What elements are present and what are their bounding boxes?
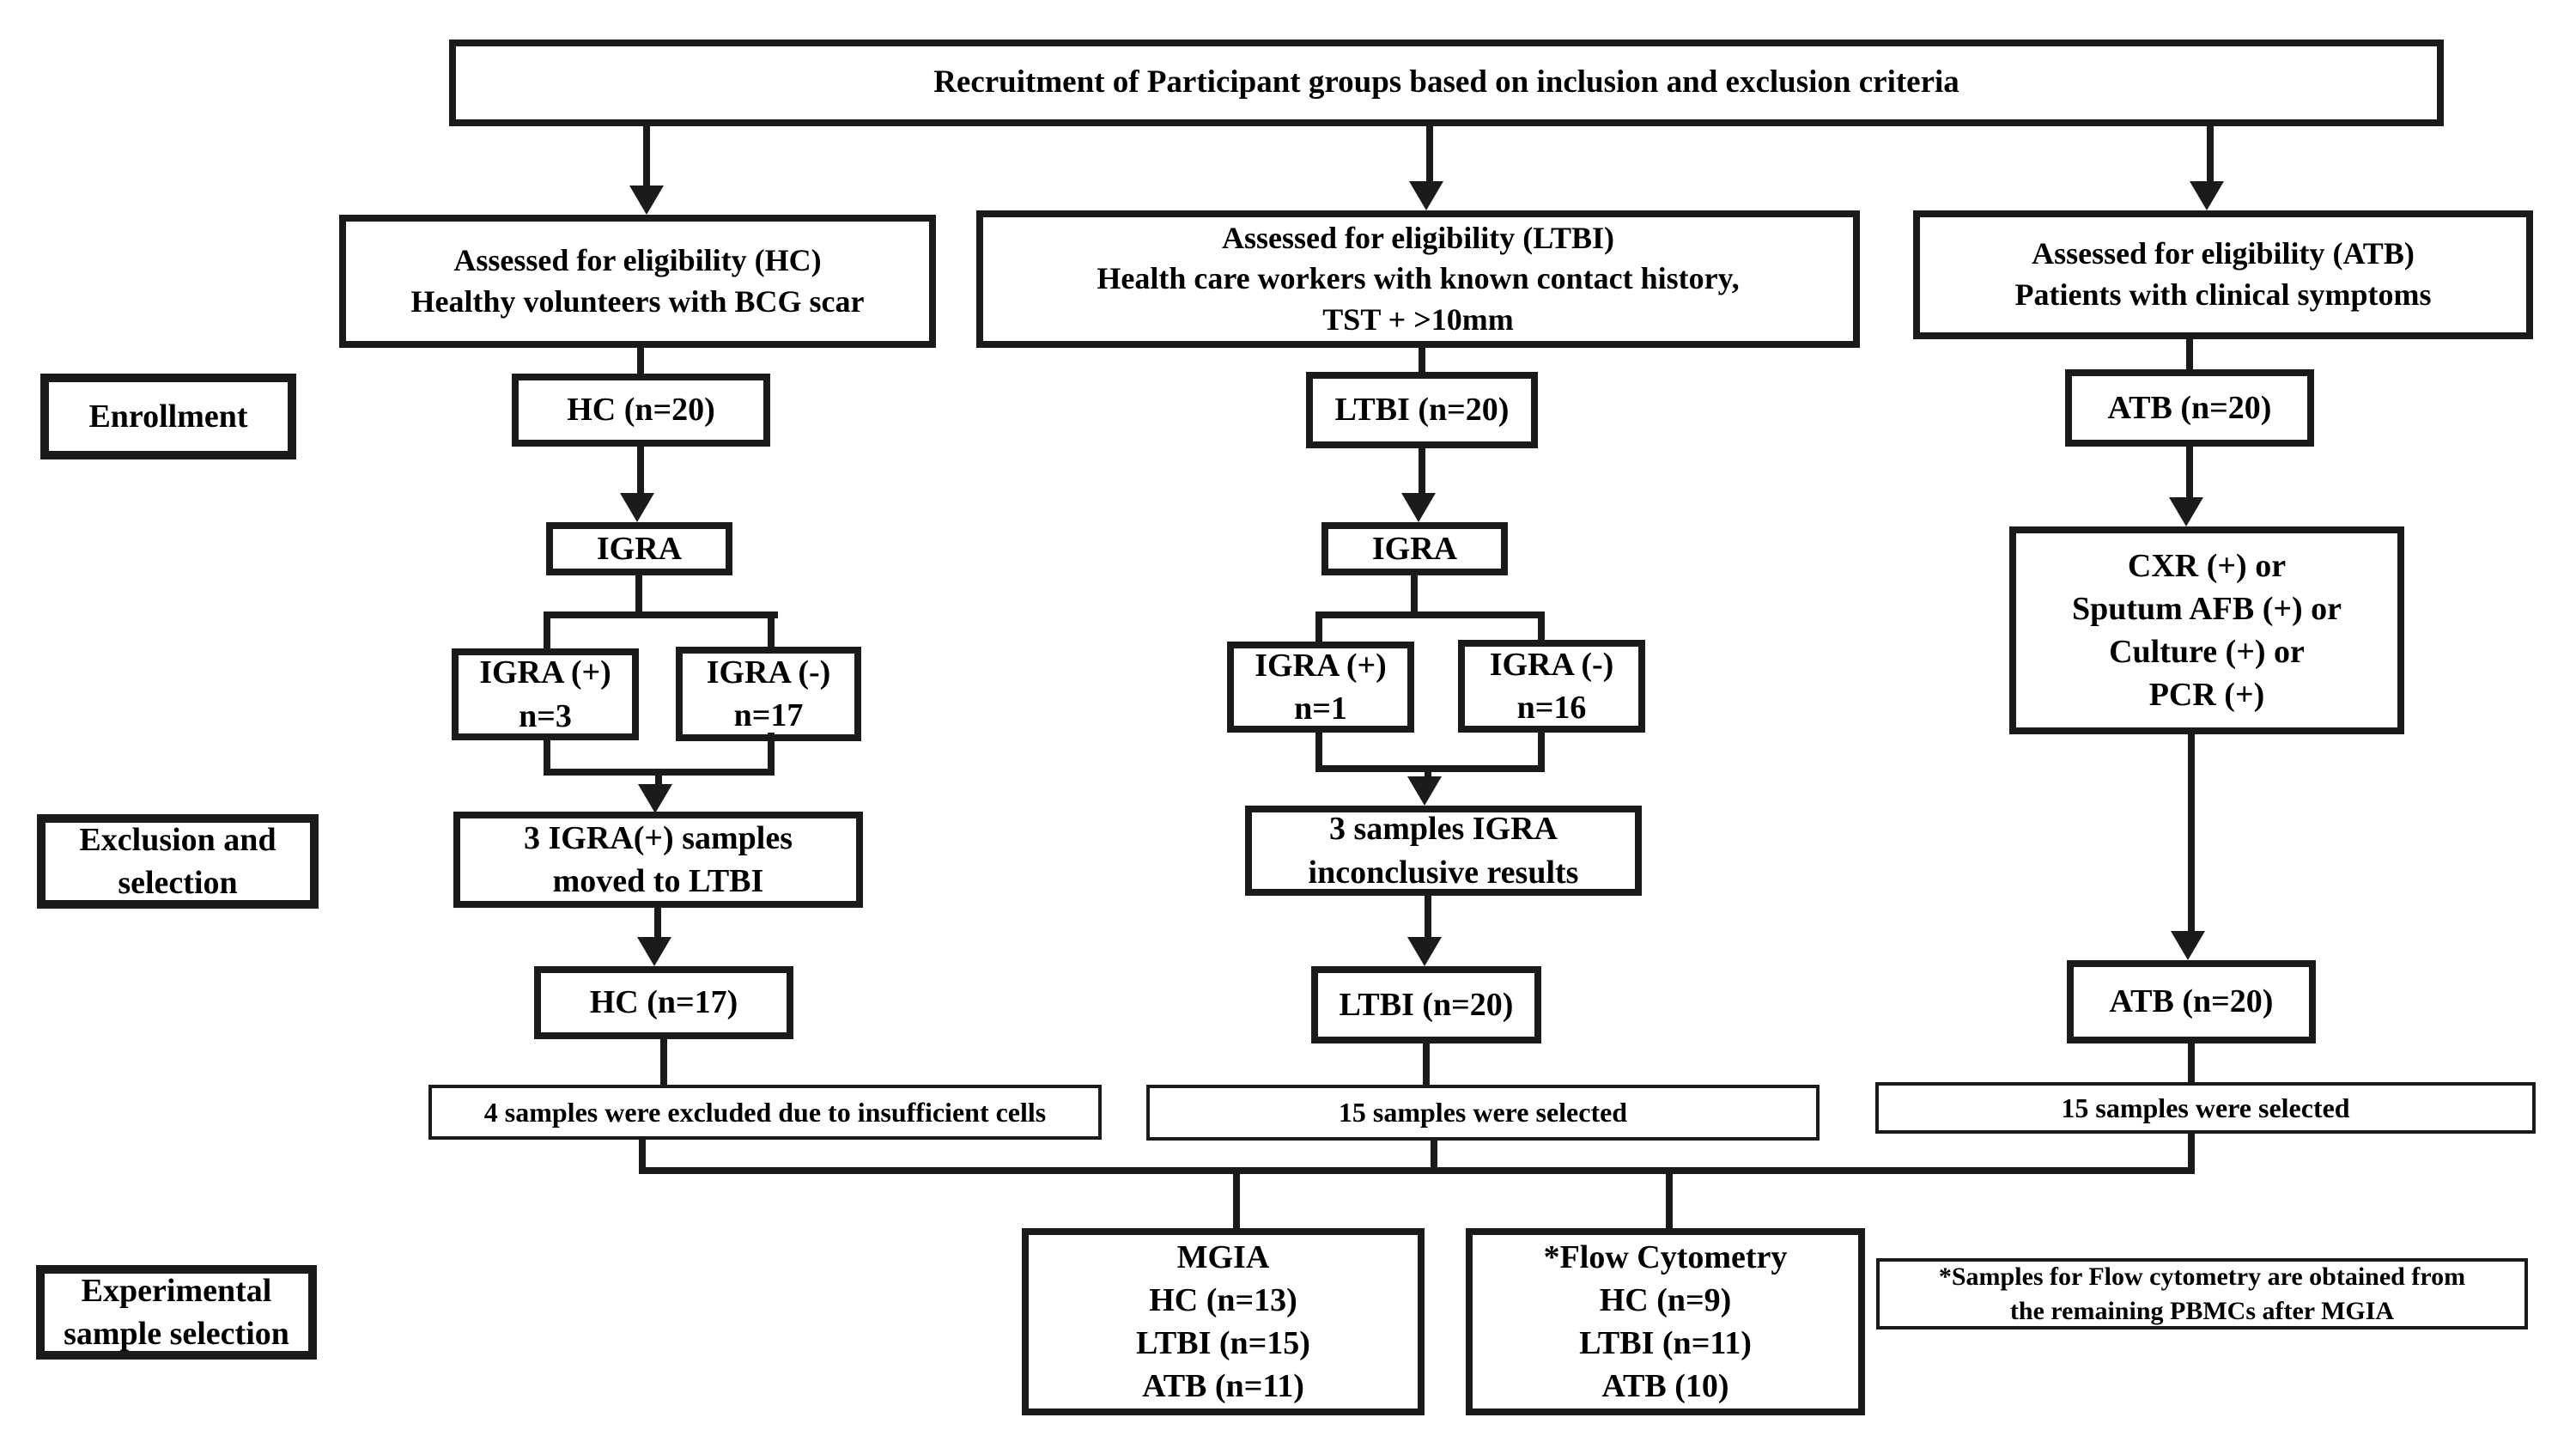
connector-experiments-merge-bar (639, 1167, 2195, 1174)
connector-mergebar-to-mgia (1233, 1174, 1240, 1228)
arrowhead-atb-diagnosis-to-final (2171, 931, 2205, 960)
ltbi-eligibility-box: Assessed for eligibility (LTBI) Health c… (976, 210, 1860, 348)
mgia-box: MGIA HC (n=13) LTBI (n=15) ATB (n=11) (1022, 1228, 1425, 1415)
connector-mergebar-to-flow (1666, 1174, 1673, 1228)
connector-hc-final-to-note (660, 1039, 667, 1085)
ltbi-igra-positive-box: IGRA (+) n=1 (1227, 642, 1414, 733)
connector-ltbi-note-to-mergebar (1431, 1141, 1437, 1174)
arrowhead-ltbi-merge-to-exclusion (1407, 776, 1442, 806)
ltbi-final-box: LTBI (n=20) (1311, 966, 1541, 1043)
connector-title-to-ltbi (1426, 126, 1433, 181)
connector-atb-diagnosis-to-final (2188, 734, 2195, 931)
connector-hc-exclusion-to-final (654, 908, 661, 937)
hc-final-box: HC (n=17) (534, 966, 793, 1039)
connector-hc-branch-to-negative (768, 615, 775, 647)
connector-ltbi-final-to-note (1423, 1043, 1430, 1085)
arrowhead-atb-enrolled-to-diagnosis (2169, 497, 2203, 526)
hc-selection-note-box: 4 samples were excluded due to insuffici… (428, 1085, 1102, 1140)
connector-title-to-hc (643, 126, 650, 186)
connector-ltbi-merge-stem (1425, 772, 1431, 778)
ltbi-exclusion-box: 3 samples IGRA inconclusive results (1245, 806, 1642, 896)
arrowhead-ltbi-exclusion-to-final (1407, 937, 1442, 966)
connector-title-to-atb (2207, 126, 2214, 181)
connector-ltbi-igra-branch-bar (1315, 611, 1545, 618)
connector-ltbi-branch-to-positive (1315, 615, 1322, 642)
arrowhead-ltbi-enrolled-to-igra (1401, 493, 1436, 522)
atb-enrolled-box: ATB (n=20) (2065, 369, 2314, 447)
atb-final-box: ATB (n=20) (2067, 960, 2316, 1043)
arrowhead-title-to-atb (2190, 181, 2224, 210)
enrollment-stage-label: Enrollment (40, 374, 296, 459)
arrowhead-hc-enrolled-to-igra (620, 493, 654, 522)
experimental-stage-label: Experimental sample selection (36, 1265, 317, 1360)
connector-hc-negative-to-merge (768, 733, 775, 772)
ltbi-selection-note-box: 15 samples were selected (1146, 1085, 1820, 1141)
hc-igra-box: IGRA (546, 522, 732, 575)
connector-atb-note-to-mergebar (2188, 1134, 2195, 1174)
ltbi-igra-negative-box: IGRA (-) n=16 (1458, 640, 1645, 733)
ltbi-igra-box: IGRA (1321, 522, 1508, 575)
connector-ltbi-exclusion-to-final (1425, 896, 1431, 937)
connector-atb-enrolled-to-diagnosis (2186, 447, 2193, 497)
atb-eligibility-box: Assessed for eligibility (ATB) Patients … (1913, 210, 2533, 339)
connector-ltbi-positive-to-merge (1315, 733, 1322, 769)
connector-atb-eligibility-to-enrolled (2186, 339, 2193, 369)
connector-hc-eligibility-to-enrolled (637, 348, 644, 374)
connector-ltbi-negative-to-merge (1538, 733, 1545, 769)
connector-ltbi-branch-to-negative (1538, 615, 1545, 640)
arrowhead-hc-merge-to-exclusion (638, 784, 672, 813)
connector-hc-merge-stem (655, 776, 662, 786)
atb-selection-note-box: 15 samples were selected (1875, 1082, 2536, 1134)
hc-exclusion-box: 3 IGRA(+) samples moved to LTBI (453, 812, 863, 908)
connector-ltbi-eligibility-to-enrolled (1419, 345, 1425, 372)
arrowhead-title-to-ltbi (1409, 181, 1443, 210)
flow-cytometry-footnote-box: *Samples for Flow cytometry are obtained… (1876, 1258, 2528, 1329)
connector-hc-igra-stem (635, 575, 642, 611)
arrowhead-title-to-hc (629, 186, 664, 215)
exclusion-stage-label: Exclusion and selection (37, 814, 319, 909)
flow-cytometry-box: *Flow Cytometry HC (n=9) LTBI (n=11) ATB… (1466, 1228, 1865, 1415)
connector-hc-branch-to-positive (544, 615, 550, 648)
connector-ltbi-igra-stem (1411, 575, 1418, 615)
hc-igra-negative-box: IGRA (-) n=17 (676, 647, 861, 741)
connector-hc-enrolled-to-igra (637, 447, 644, 493)
connector-ltbi-enrolled-to-igra (1419, 448, 1425, 493)
ltbi-enrolled-box: LTBI (n=20) (1306, 372, 1538, 448)
hc-enrolled-box: HC (n=20) (512, 374, 770, 447)
title-box: Recruitment of Participant groups based … (449, 40, 2444, 126)
connector-atb-final-to-note (2188, 1043, 2195, 1082)
atb-diagnosis-box: CXR (+) or Sputum AFB (+) or Culture (+)… (2009, 526, 2404, 734)
connector-hc-igra-branch-bar (544, 611, 778, 618)
connector-hc-positive-to-merge (544, 740, 550, 772)
hc-eligibility-box: Assessed for eligibility (HC) Healthy vo… (339, 215, 936, 348)
connector-ltbi-merge-bar (1315, 765, 1545, 772)
hc-igra-positive-box: IGRA (+) n=3 (452, 648, 639, 740)
connector-hc-merge-bar (544, 769, 775, 776)
connector-hc-note-to-mergebar (639, 1140, 646, 1174)
arrowhead-hc-exclusion-to-final (637, 937, 671, 966)
